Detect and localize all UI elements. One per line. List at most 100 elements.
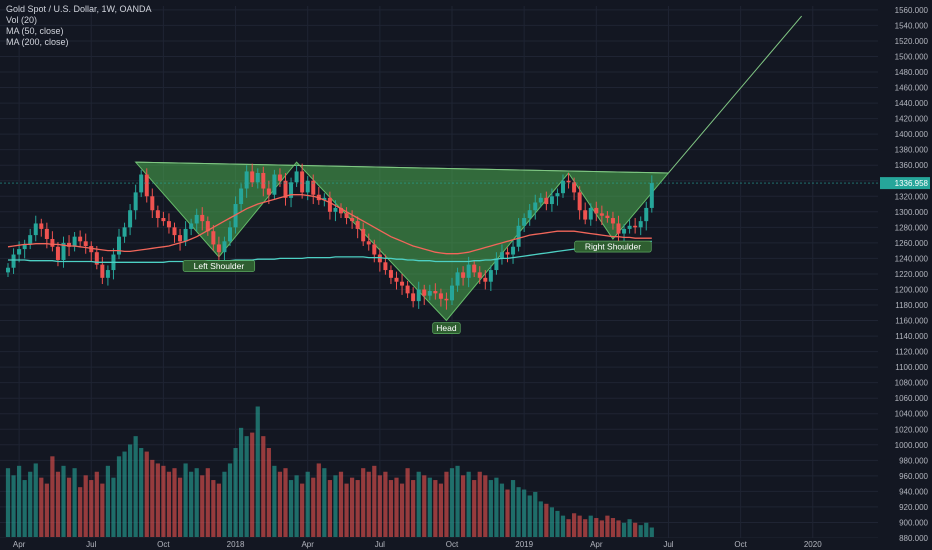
volume-bar [627,519,632,537]
candle-body [133,192,138,211]
candle-body [383,262,388,271]
price-tick-label: 980.000 [899,456,928,465]
candle-body [516,225,521,247]
neckline [135,161,669,174]
candle-body [83,241,88,246]
price-tick-label: 1220.000 [895,270,929,279]
candle-body [583,210,588,220]
price-tick-label: 1460.000 [895,84,929,93]
volume-bar [444,471,449,537]
volume-bar [577,515,582,537]
candle-body [549,196,554,205]
candle-body [78,236,83,242]
candle-body [183,228,188,242]
price-tick-label: 1360.000 [895,161,929,170]
candle-body [355,221,360,229]
price-tick-label: 1160.000 [895,317,928,326]
volume-bar [560,515,566,537]
volume-bar [28,471,33,537]
candle-body [222,241,227,253]
price-tick-label: 1300.000 [895,208,929,217]
price-axis-background[interactable] [880,0,932,538]
annotation-box [432,322,461,334]
symbol-title[interactable]: Gold Spot / U.S. Dollar, 1W, OANDA [6,4,152,14]
candle-body [311,180,316,195]
volume-bar [166,471,172,537]
candle-body [322,197,327,201]
volume-bar [621,522,627,537]
time-tick-label: Oct [446,540,459,549]
candle-body [178,235,183,242]
volume-bar [222,471,227,537]
candle-body [644,207,649,222]
volume-bar [394,477,399,537]
candle-body [150,196,155,211]
volume-bar [461,475,466,537]
candle-body [272,174,277,195]
volume-bar [122,451,127,537]
volume-bar [522,489,527,537]
volume-bar [383,471,388,537]
volume-bar [94,471,99,537]
candle-body [172,227,177,236]
candle-body [544,197,549,205]
candle-body [194,214,199,224]
volume-bar [288,480,294,537]
volume-bar [427,477,432,537]
ma200-indicator-label[interactable]: MA (200, close) [6,37,69,47]
candle-body [216,244,221,253]
time-axis-background[interactable] [0,538,932,550]
volume-bar [438,483,443,537]
candle-body [294,171,299,183]
price-tick-label: 1260.000 [895,239,929,248]
price-tick-label: 1240.000 [895,254,929,263]
candle-body [522,218,527,226]
price-tick-label: 1200.000 [895,285,929,294]
candle-body [155,210,160,219]
candle-body [388,270,393,278]
price-tick-label: 1020.000 [895,425,929,434]
volume-bar [89,480,94,537]
volume-bar [610,518,616,537]
time-tick-label: Oct [157,540,170,549]
candle-body [205,221,210,232]
candle-body [633,225,638,228]
volume-bar [44,483,49,537]
volume-bar [183,463,188,537]
candle-body [200,214,205,222]
last-price-box [880,177,930,190]
candle-body [422,289,427,296]
price-tick-label: 940.000 [899,487,928,496]
volume-bar [61,465,66,537]
annotation-label: Right Shoulder [585,242,641,252]
chart-legend: Gold Spot / U.S. Dollar, 1W, OANDA Vol (… [6,4,152,48]
volume-bar [333,475,338,537]
candle-body [72,236,77,247]
candle-body [483,277,488,282]
volume-bar [205,468,210,537]
candle-body [577,192,582,211]
candle-body [128,210,133,228]
ma200-line [8,240,652,263]
candle-body [505,252,510,255]
volume-bar [277,471,283,537]
price-tick-label: 1440.000 [895,99,929,108]
candle-body [594,207,599,214]
time-tick-label: Apr [13,540,26,549]
candle-body [361,228,366,242]
candle-body [39,223,44,229]
volume-bar [633,522,638,537]
volume-bar [72,468,77,537]
pattern-annotations: Left Shoulder Head Right Shoulder [182,240,652,334]
volume-bar [283,468,288,537]
price-tick-label: 1280.000 [895,223,929,232]
price-tick-label: 900.000 [899,518,928,527]
candle-body [300,171,305,193]
ma50-indicator-label[interactable]: MA (50, close) [6,26,64,36]
candle-body [305,180,310,193]
vol-indicator-label[interactable]: Vol (20) [6,15,38,25]
volume-bar [494,477,499,537]
candle-body [555,193,560,197]
candle-body [266,188,271,195]
